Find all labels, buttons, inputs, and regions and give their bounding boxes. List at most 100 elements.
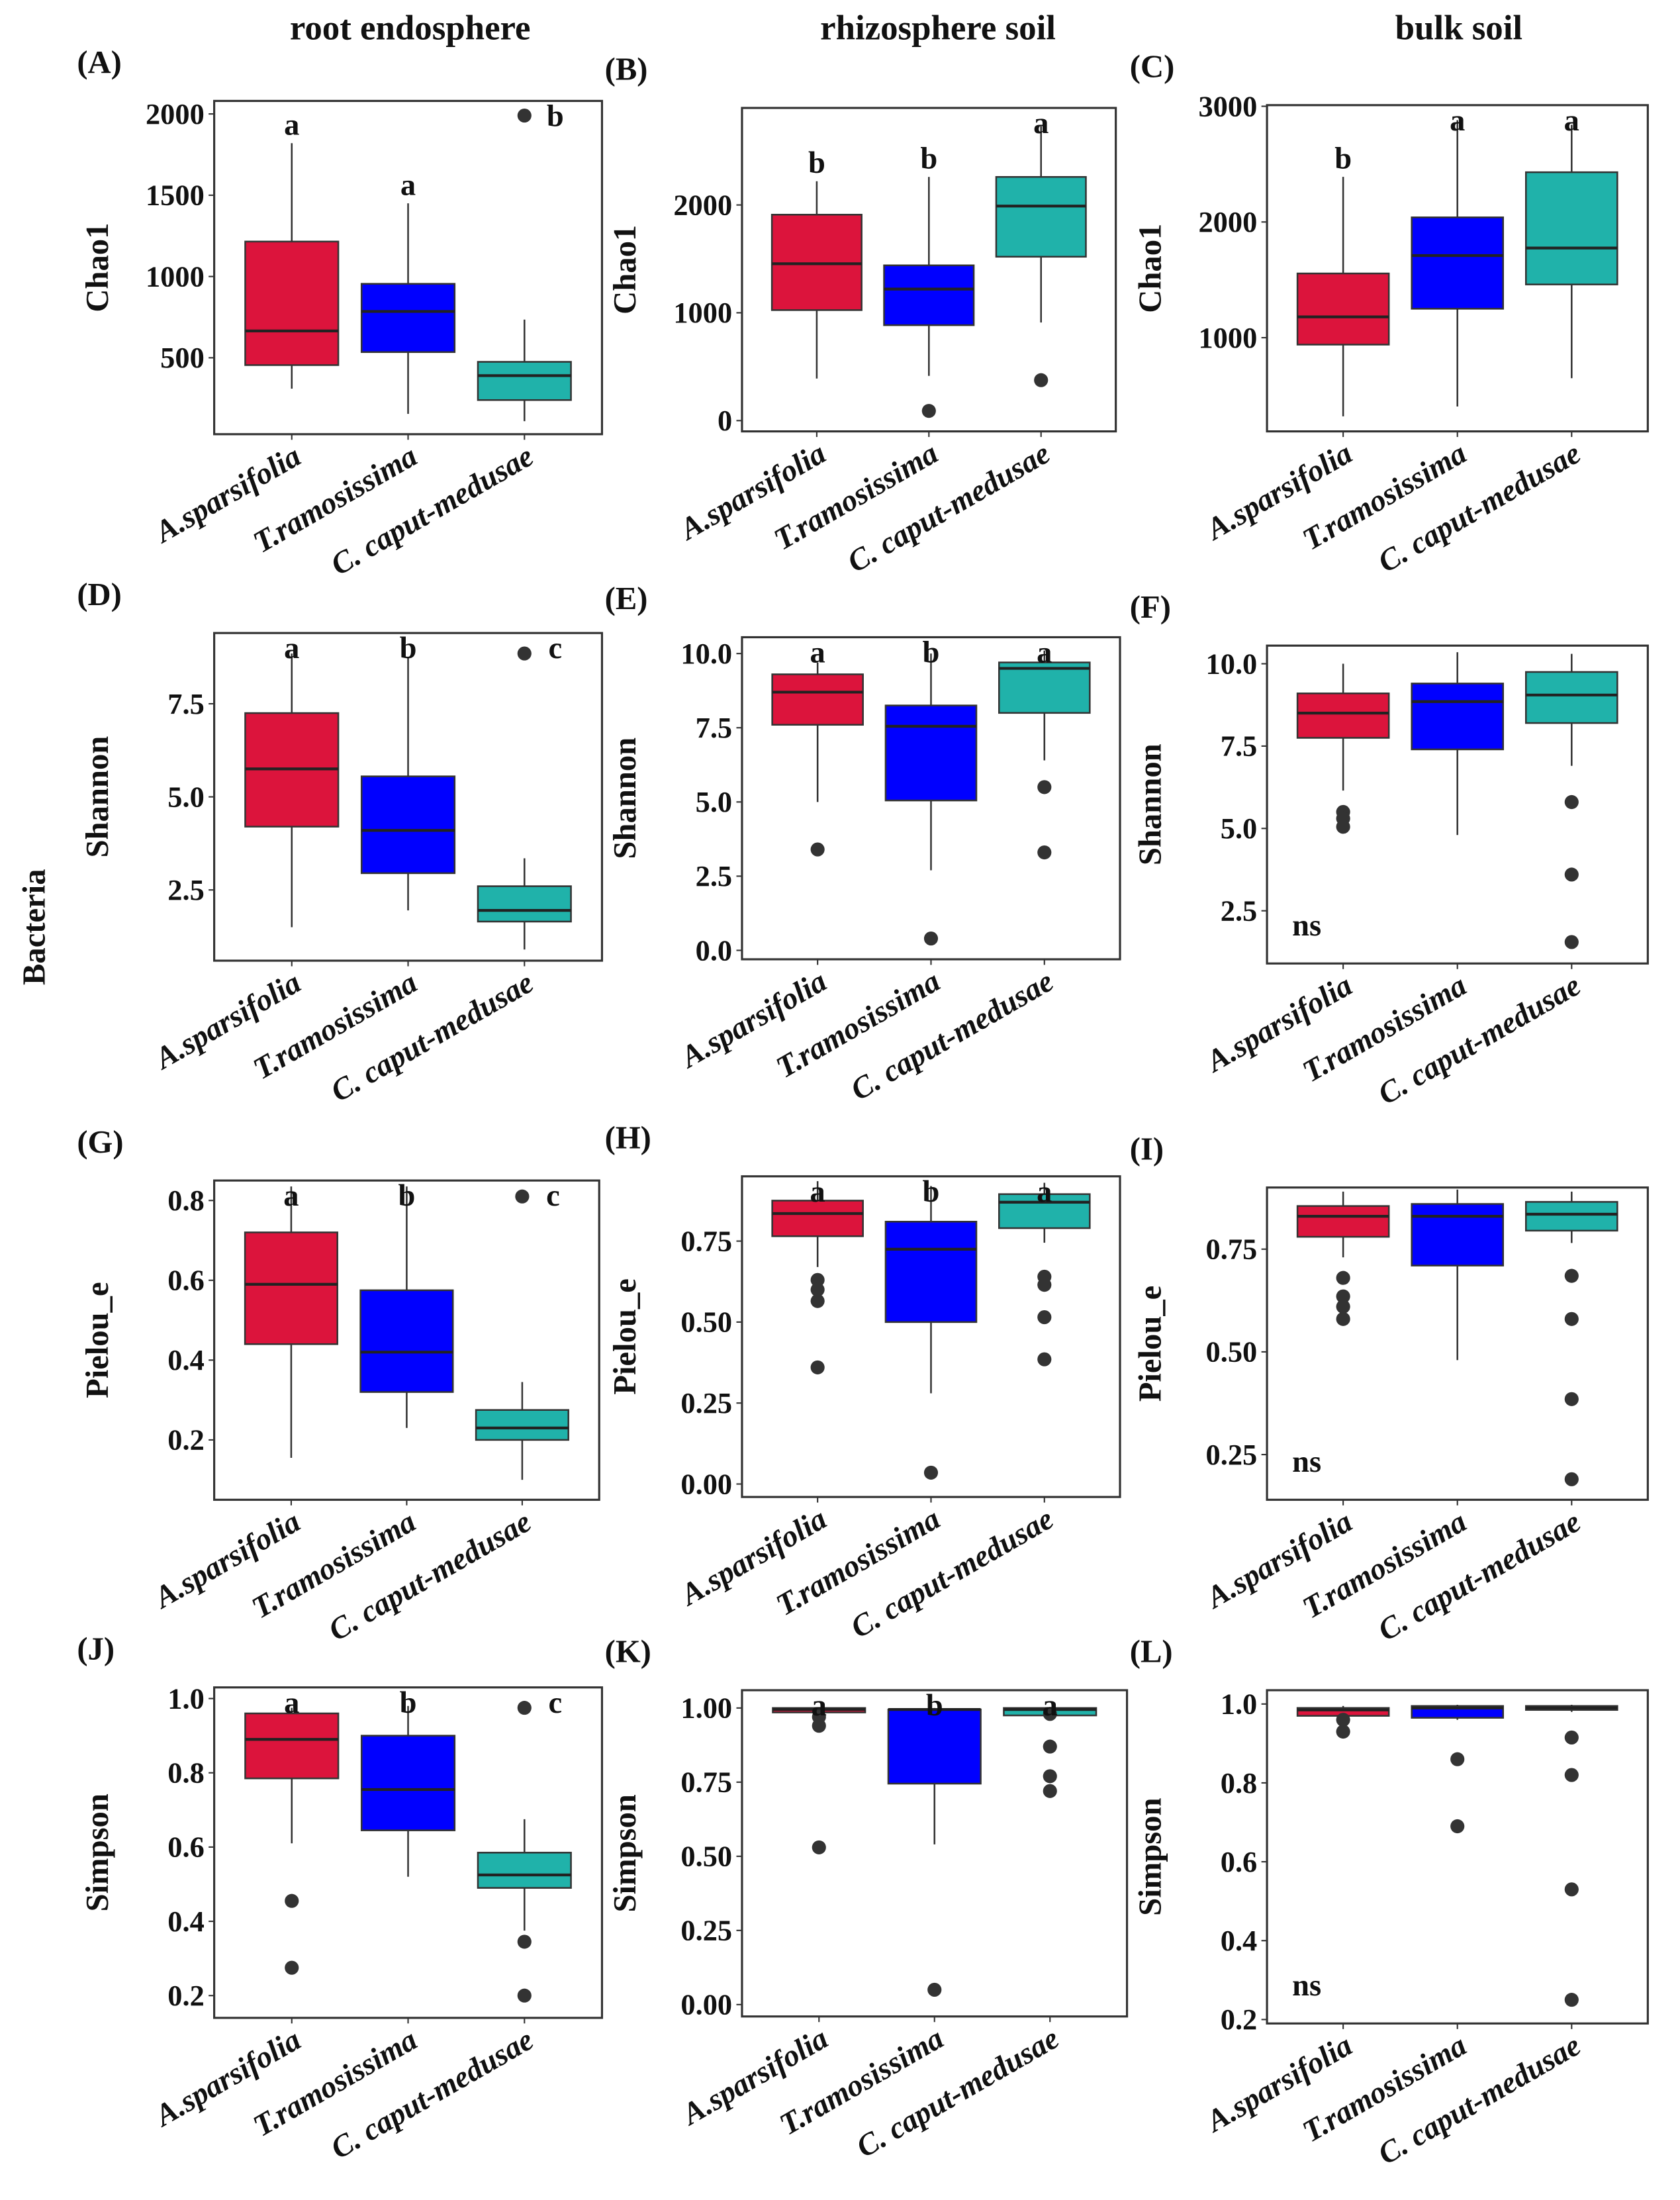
iqr-box: [360, 283, 456, 354]
y-tick-label: 5.0: [1221, 812, 1258, 845]
box-t-ramosissima: b: [883, 142, 975, 418]
box-c-caput-medusae: a: [1524, 104, 1618, 379]
panel-B: (B)Chao1010002000bA.sparsifoliabT.ramosi…: [605, 52, 1117, 579]
y-tick-label: 0: [718, 404, 732, 437]
outlier-point: [1564, 1882, 1579, 1897]
significance-letter: a: [812, 1689, 827, 1723]
outlier-point: [1037, 845, 1052, 860]
iqr-box: [771, 673, 864, 726]
y-tick-label: 0.0: [696, 933, 733, 967]
box-a-sparsifolia: [1296, 1705, 1390, 1739]
box-t-ramosissima: b: [360, 1686, 456, 1877]
y-axis-label: Chao1: [79, 223, 115, 312]
y-tick-label: 10.0: [1206, 647, 1258, 680]
significance-letter: a: [1033, 107, 1049, 140]
box-c-caput-medusae: c: [477, 1686, 572, 2003]
outlier-point: [810, 1294, 825, 1308]
y-tick-label: 1500: [146, 179, 205, 212]
outlier-point: [1043, 1707, 1057, 1721]
box-c-caput-medusae: [1524, 653, 1618, 949]
outlier-point: [810, 1360, 825, 1374]
y-tick-label: 2.5: [1221, 894, 1258, 927]
x-tick-label: C. caput-medusae: [326, 439, 539, 582]
outlier-point: [1034, 373, 1049, 387]
y-axis-label: Simpson: [1132, 1797, 1168, 1915]
y-tick-label: 7.5: [1221, 730, 1258, 763]
iqr-box: [1411, 1203, 1505, 1267]
box-t-ramosissima: [1411, 652, 1505, 836]
x-tick-label: C. caput-medusae: [323, 1505, 537, 1648]
box-a-sparsifolia: b: [1296, 142, 1390, 416]
iqr-box: [477, 361, 572, 401]
y-tick-label: 0.25: [680, 1386, 732, 1419]
outlier-point: [1336, 1312, 1350, 1326]
x-tick-label: C. caput-medusae: [845, 965, 1059, 1108]
y-tick-label: 3000: [1198, 89, 1257, 122]
x-tick-label: C. caput-medusae: [1373, 436, 1587, 579]
y-tick-label: 0.8: [1221, 1766, 1258, 1799]
significance-letter: b: [926, 1689, 943, 1723]
row-title-bacteria: Bacteria: [17, 869, 52, 986]
panel-H: (H)Pielou_e0.000.250.500.75aA.sparsifoli…: [605, 1120, 1121, 1645]
outlier-point: [1336, 1270, 1350, 1285]
significance-letter: a: [284, 1686, 299, 1720]
outlier-point: [1336, 1713, 1350, 1727]
panel-F: (F)Shannon2.55.07.510.0A.sparsifoliaT.ra…: [1130, 589, 1649, 1112]
significance-letter: a: [283, 1179, 299, 1213]
outlier-point: [517, 1988, 532, 2003]
iqr-box: [998, 1193, 1091, 1229]
y-tick-label: 2000: [146, 97, 205, 130]
y-tick-label: 7.5: [167, 687, 205, 720]
outlier-point: [1564, 1768, 1579, 1782]
iqr-box: [1296, 272, 1390, 346]
x-tick-label: C. caput-medusae: [1373, 2029, 1587, 2172]
panel-label: (L): [1130, 1634, 1173, 1670]
box-t-ramosissima: b: [887, 1689, 982, 1997]
outlier-point: [812, 1719, 826, 1733]
significance-letter: a: [284, 632, 299, 665]
y-tick-label: 0.75: [680, 1766, 732, 1799]
significance-letter: b: [920, 142, 937, 176]
y-tick-label: 0.4: [167, 1343, 205, 1376]
y-tick-label: 0.4: [1221, 1924, 1258, 1957]
panel-label: (C): [1130, 48, 1175, 84]
box-a-sparsifolia: [1296, 663, 1390, 834]
y-tick-label: 10.0: [680, 637, 732, 670]
significance-letter: b: [923, 636, 940, 670]
y-axis-label: Shannon: [1132, 743, 1168, 865]
box-t-ramosissima: [1411, 1705, 1505, 1834]
panel-label: (J): [77, 1631, 115, 1666]
iqr-box: [1296, 1205, 1390, 1238]
outlier-point: [1037, 1278, 1052, 1292]
box-c-caput-medusae: a: [998, 636, 1091, 860]
iqr-box: [475, 1409, 569, 1441]
box-t-ramosissima: b: [359, 1179, 454, 1428]
outlier-point: [1336, 820, 1350, 834]
iqr-box: [360, 775, 456, 875]
y-tick-label: 0.00: [680, 1988, 732, 2021]
box-c-caput-medusae: [1524, 1191, 1618, 1486]
iqr-box: [359, 1289, 454, 1393]
box-a-sparsifolia: a: [244, 109, 340, 389]
y-tick-label: 0.2: [1221, 2003, 1258, 2036]
y-tick-label: 2000: [673, 188, 732, 221]
x-tick-label: C. caput-medusae: [842, 436, 1056, 579]
iqr-box: [1524, 671, 1618, 724]
iqr-box: [477, 885, 572, 923]
iqr-box: [884, 704, 978, 802]
y-tick-label: 0.50: [680, 1840, 732, 1873]
outlier-point: [1043, 1769, 1057, 1784]
significance-letter: b: [923, 1175, 940, 1209]
box-t-ramosissima: a: [360, 168, 456, 414]
panel-I: (I)Pielou_e0.250.500.75A.sparsifoliaT.ra…: [1130, 1131, 1649, 1648]
y-tick-label: 0.75: [1206, 1233, 1258, 1266]
column-title-root-endosphere: root endosphere: [290, 9, 531, 47]
column-title-rhizosphere-soil: rhizosphere soil: [820, 9, 1056, 47]
box-c-caput-medusae: c: [477, 632, 572, 950]
x-tick-label: C. caput-medusae: [1373, 1505, 1587, 1648]
